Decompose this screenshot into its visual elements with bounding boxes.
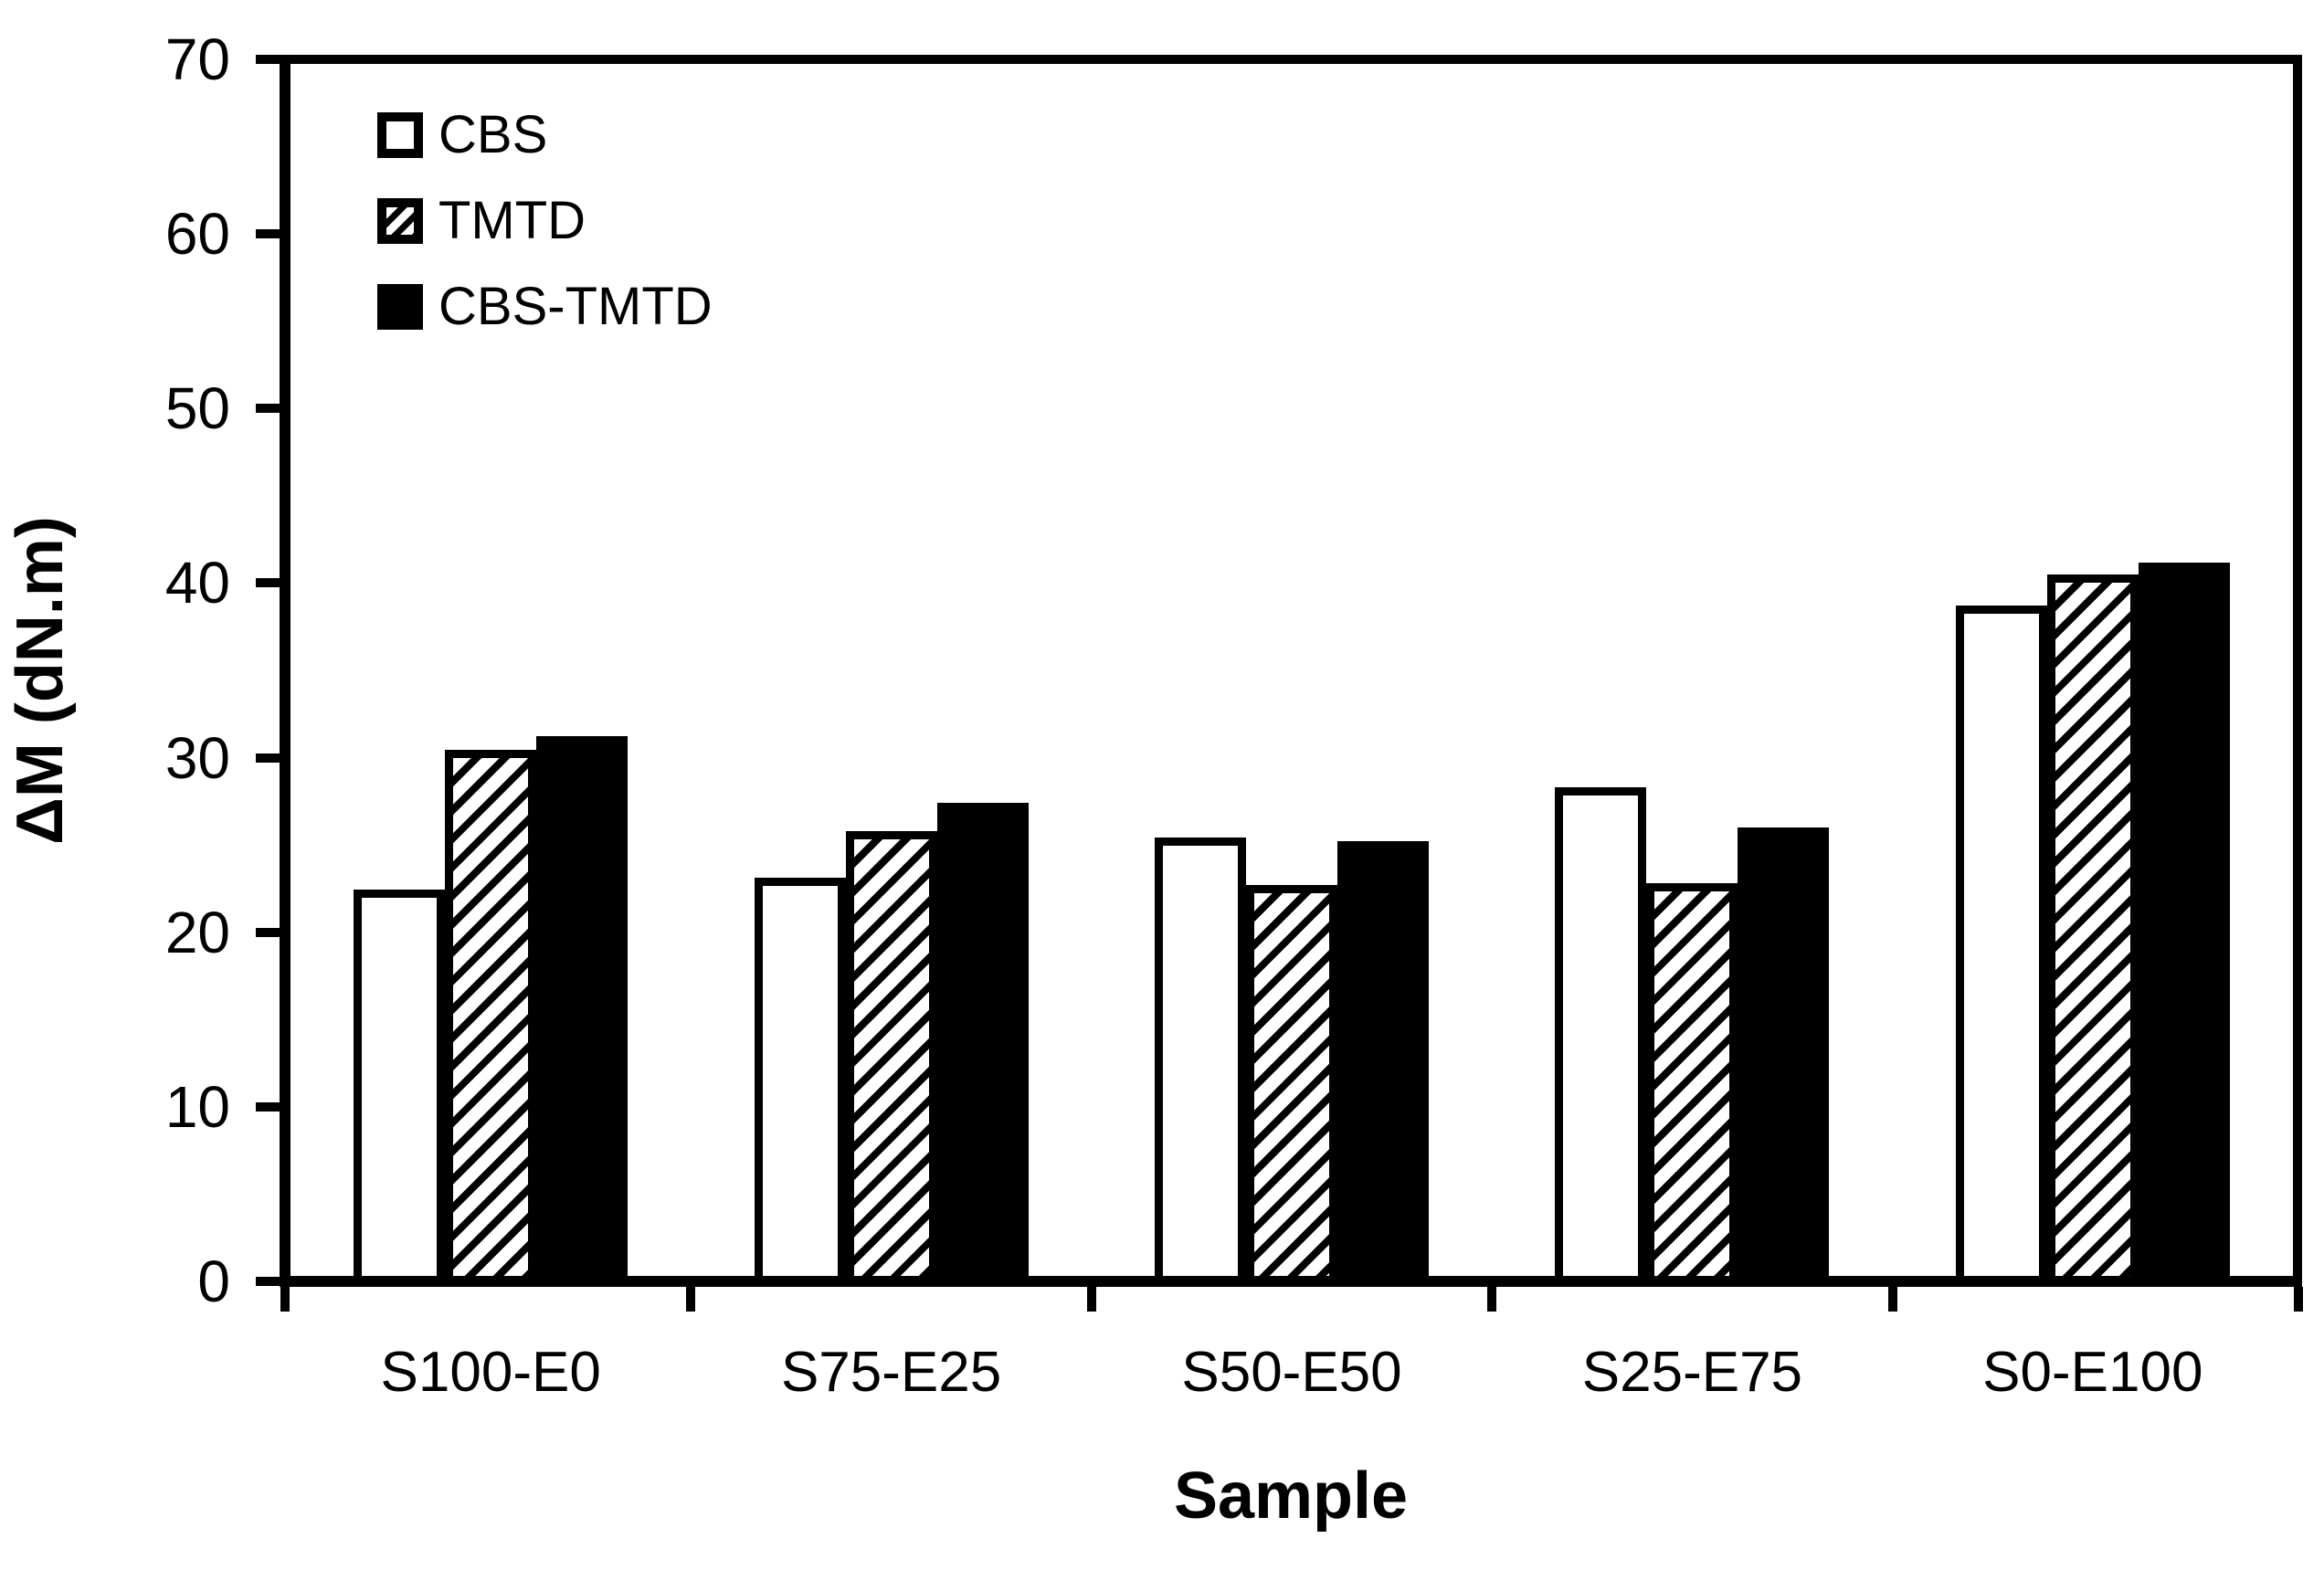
bar-group-S25-E75 — [1555, 787, 1830, 1276]
y-tick — [256, 927, 281, 937]
y-tick — [256, 55, 281, 64]
x-tick — [1086, 1287, 1096, 1312]
legend-item-CBS: CBS — [377, 105, 713, 164]
bar-CBS-TMTD-S50-E50 — [1337, 841, 1429, 1276]
x-tick — [1487, 1287, 1497, 1312]
plot-area — [290, 64, 2293, 1276]
legend: CBS TMTD CBS-TMTD — [377, 105, 713, 336]
y-tick-label: 70 — [164, 26, 230, 92]
x-tick-label-S100-E0: S100-E0 — [380, 1341, 601, 1404]
bar-CBS-S75-E25 — [754, 878, 846, 1276]
legend-label: TMTD — [438, 191, 586, 250]
y-tick — [256, 1277, 281, 1286]
legend-swatch-hatch-icon — [377, 198, 423, 244]
y-tick — [256, 404, 281, 414]
bar-TMTD-S50-E50 — [1246, 885, 1337, 1276]
x-tick — [2294, 1287, 2303, 1312]
bar-CBS-TMTD-S0-E100 — [2138, 563, 2230, 1276]
bar-CBS-TMTD-S25-E75 — [1738, 827, 1830, 1276]
y-tick-label: 30 — [164, 724, 230, 791]
bar-CBS-S25-E75 — [1555, 787, 1647, 1276]
bar-TMTD-S75-E25 — [845, 831, 937, 1276]
legend-swatch-black-icon — [377, 284, 423, 330]
legend-item-TMTD: TMTD — [377, 191, 713, 250]
legend-label: CBS-TMTD — [438, 277, 713, 336]
legend-item-CBS-TMTD: CBS-TMTD — [377, 277, 713, 336]
x-tick — [1887, 1287, 1897, 1312]
bar-TMTD-S0-E100 — [2046, 574, 2139, 1276]
y-tick-label: 10 — [164, 1073, 230, 1140]
bar-group-S0-E100 — [1955, 563, 2230, 1276]
y-tick-label: 40 — [164, 550, 230, 616]
x-tick-label-S75-E25: S75-E25 — [780, 1341, 1002, 1404]
y-tick-label: 50 — [164, 375, 230, 442]
y-tick-label: 20 — [164, 899, 230, 965]
y-tick — [256, 1101, 281, 1112]
x-axis-title: Sample — [1173, 1459, 1409, 1533]
bar-group-S100-E0 — [354, 736, 629, 1276]
bar-TMTD-S100-E0 — [445, 750, 537, 1276]
bar-CBS-TMTD-S75-E25 — [936, 803, 1029, 1276]
bar-CBS-S100-E0 — [354, 890, 446, 1276]
bar-group-S75-E25 — [754, 803, 1029, 1276]
x-tick-label-S0-E100: S0-E100 — [1982, 1341, 2203, 1404]
y-tick — [256, 753, 281, 763]
legend-swatch-white-icon — [377, 112, 423, 158]
legend-label: CBS — [438, 105, 548, 164]
bar-group-S50-E50 — [1155, 838, 1429, 1276]
x-tick — [686, 1287, 696, 1312]
x-tick-label-S25-E75: S25-E75 — [1581, 1341, 1803, 1404]
x-tick-label-S50-E50: S50-E50 — [1181, 1341, 1402, 1404]
y-tick-label: 60 — [164, 201, 230, 268]
bar-CBS-S0-E100 — [1955, 606, 2047, 1276]
y-tick-label: 0 — [197, 1249, 230, 1314]
bar-CBS-S50-E50 — [1155, 838, 1246, 1276]
y-tick — [256, 229, 281, 239]
x-tick — [280, 1287, 290, 1312]
y-tick — [256, 578, 281, 588]
bar-CBS-TMTD-S100-E0 — [536, 736, 629, 1276]
bar-TMTD-S25-E75 — [1646, 883, 1738, 1276]
